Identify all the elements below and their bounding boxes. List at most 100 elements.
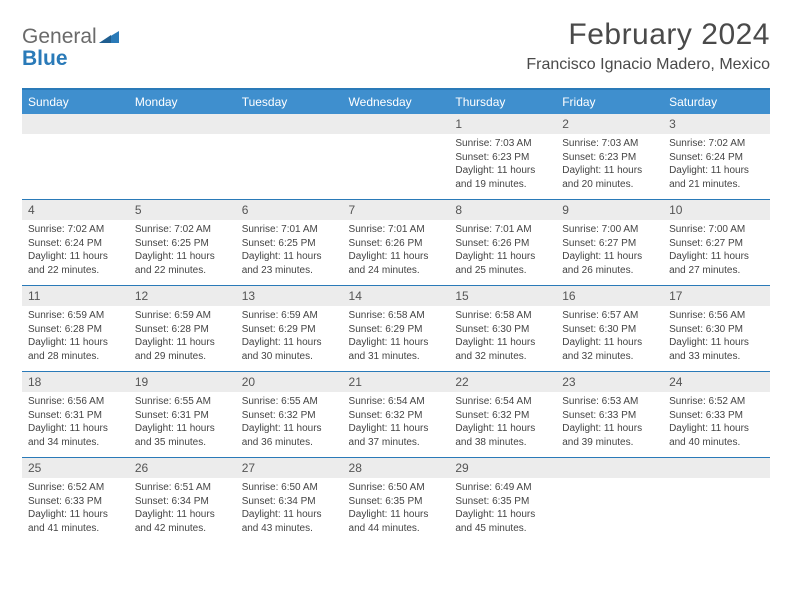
sunrise-line: Sunrise: 6:50 AM bbox=[349, 481, 444, 495]
sunrise-line: Sunrise: 6:53 AM bbox=[562, 395, 657, 409]
empty-day-cell bbox=[236, 134, 343, 200]
daylight-line: Daylight: 11 hours and 44 minutes. bbox=[349, 508, 444, 535]
sunrise-line: Sunrise: 6:57 AM bbox=[562, 309, 657, 323]
sunset-line: Sunset: 6:32 PM bbox=[242, 409, 337, 423]
sunrise-line: Sunrise: 6:49 AM bbox=[455, 481, 550, 495]
sunrise-line: Sunrise: 6:50 AM bbox=[242, 481, 337, 495]
empty-day-cell bbox=[129, 134, 236, 200]
empty-day-number-cell bbox=[236, 114, 343, 134]
weekday-header: Friday bbox=[556, 89, 663, 114]
day-cell: Sunrise: 6:50 AMSunset: 6:34 PMDaylight:… bbox=[236, 478, 343, 543]
day-body-row: Sunrise: 6:59 AMSunset: 6:28 PMDaylight:… bbox=[22, 306, 770, 372]
sunrise-line: Sunrise: 7:01 AM bbox=[349, 223, 444, 237]
daylight-line: Daylight: 11 hours and 20 minutes. bbox=[562, 164, 657, 191]
day-cell: Sunrise: 7:01 AMSunset: 6:25 PMDaylight:… bbox=[236, 220, 343, 286]
sunrise-line: Sunrise: 6:52 AM bbox=[28, 481, 123, 495]
day-cell: Sunrise: 6:50 AMSunset: 6:35 PMDaylight:… bbox=[343, 478, 450, 543]
daylight-line: Daylight: 11 hours and 29 minutes. bbox=[135, 336, 230, 363]
day-number-cell: 29 bbox=[449, 458, 556, 479]
daylight-line: Daylight: 11 hours and 45 minutes. bbox=[455, 508, 550, 535]
daylight-line: Daylight: 11 hours and 42 minutes. bbox=[135, 508, 230, 535]
sunset-line: Sunset: 6:24 PM bbox=[28, 237, 123, 251]
weekday-header: Monday bbox=[129, 89, 236, 114]
day-number-cell: 10 bbox=[663, 200, 770, 221]
sunrise-line: Sunrise: 7:02 AM bbox=[135, 223, 230, 237]
sunrise-line: Sunrise: 6:56 AM bbox=[669, 309, 764, 323]
daylight-line: Daylight: 11 hours and 38 minutes. bbox=[455, 422, 550, 449]
day-number-cell: 5 bbox=[129, 200, 236, 221]
empty-day-cell bbox=[556, 478, 663, 543]
day-number-cell: 7 bbox=[343, 200, 450, 221]
sunrise-line: Sunrise: 6:55 AM bbox=[135, 395, 230, 409]
day-cell: Sunrise: 7:03 AMSunset: 6:23 PMDaylight:… bbox=[556, 134, 663, 200]
sunset-line: Sunset: 6:35 PM bbox=[455, 495, 550, 509]
day-number-cell: 9 bbox=[556, 200, 663, 221]
empty-day-cell bbox=[22, 134, 129, 200]
daylight-line: Daylight: 11 hours and 34 minutes. bbox=[28, 422, 123, 449]
empty-day-number-cell bbox=[556, 458, 663, 479]
day-cell: Sunrise: 6:59 AMSunset: 6:28 PMDaylight:… bbox=[22, 306, 129, 372]
daylight-line: Daylight: 11 hours and 32 minutes. bbox=[455, 336, 550, 363]
day-number-cell: 2 bbox=[556, 114, 663, 134]
empty-day-number-cell bbox=[129, 114, 236, 134]
calendar-page: General Blue February 2024 Francisco Ign… bbox=[0, 0, 792, 561]
daylight-line: Daylight: 11 hours and 35 minutes. bbox=[135, 422, 230, 449]
day-cell: Sunrise: 7:02 AMSunset: 6:24 PMDaylight:… bbox=[663, 134, 770, 200]
daylight-line: Daylight: 11 hours and 43 minutes. bbox=[242, 508, 337, 535]
weekday-header: Tuesday bbox=[236, 89, 343, 114]
sunset-line: Sunset: 6:32 PM bbox=[349, 409, 444, 423]
day-cell: Sunrise: 6:59 AMSunset: 6:29 PMDaylight:… bbox=[236, 306, 343, 372]
sunrise-line: Sunrise: 7:02 AM bbox=[28, 223, 123, 237]
daylight-line: Daylight: 11 hours and 30 minutes. bbox=[242, 336, 337, 363]
logo-text-block: General Blue bbox=[22, 26, 119, 70]
sunset-line: Sunset: 6:27 PM bbox=[562, 237, 657, 251]
location-subtitle: Francisco Ignacio Madero, Mexico bbox=[526, 56, 770, 74]
day-number-cell: 24 bbox=[663, 372, 770, 393]
daylight-line: Daylight: 11 hours and 19 minutes. bbox=[455, 164, 550, 191]
day-number-cell: 8 bbox=[449, 200, 556, 221]
daylight-line: Daylight: 11 hours and 25 minutes. bbox=[455, 250, 550, 277]
daylight-line: Daylight: 11 hours and 26 minutes. bbox=[562, 250, 657, 277]
day-cell: Sunrise: 7:01 AMSunset: 6:26 PMDaylight:… bbox=[343, 220, 450, 286]
day-number-cell: 16 bbox=[556, 286, 663, 307]
day-number-cell: 26 bbox=[129, 458, 236, 479]
day-cell: Sunrise: 6:59 AMSunset: 6:28 PMDaylight:… bbox=[129, 306, 236, 372]
day-cell: Sunrise: 7:03 AMSunset: 6:23 PMDaylight:… bbox=[449, 134, 556, 200]
sunset-line: Sunset: 6:31 PM bbox=[28, 409, 123, 423]
weekday-header: Sunday bbox=[22, 89, 129, 114]
day-cell: Sunrise: 6:58 AMSunset: 6:29 PMDaylight:… bbox=[343, 306, 450, 372]
daylight-line: Daylight: 11 hours and 22 minutes. bbox=[28, 250, 123, 277]
day-number-row: 123 bbox=[22, 114, 770, 134]
sunrise-line: Sunrise: 7:02 AM bbox=[669, 137, 764, 151]
daylight-line: Daylight: 11 hours and 27 minutes. bbox=[669, 250, 764, 277]
day-cell: Sunrise: 7:00 AMSunset: 6:27 PMDaylight:… bbox=[556, 220, 663, 286]
sunrise-line: Sunrise: 7:00 AM bbox=[669, 223, 764, 237]
day-cell: Sunrise: 6:52 AMSunset: 6:33 PMDaylight:… bbox=[663, 392, 770, 458]
sunset-line: Sunset: 6:23 PM bbox=[562, 151, 657, 165]
daylight-line: Daylight: 11 hours and 28 minutes. bbox=[28, 336, 123, 363]
day-cell: Sunrise: 7:01 AMSunset: 6:26 PMDaylight:… bbox=[449, 220, 556, 286]
sunset-line: Sunset: 6:26 PM bbox=[349, 237, 444, 251]
sunrise-line: Sunrise: 6:54 AM bbox=[349, 395, 444, 409]
sunrise-line: Sunrise: 6:58 AM bbox=[349, 309, 444, 323]
day-body-row: Sunrise: 7:02 AMSunset: 6:24 PMDaylight:… bbox=[22, 220, 770, 286]
daylight-line: Daylight: 11 hours and 33 minutes. bbox=[669, 336, 764, 363]
daylight-line: Daylight: 11 hours and 31 minutes. bbox=[349, 336, 444, 363]
day-number-cell: 13 bbox=[236, 286, 343, 307]
day-number-cell: 14 bbox=[343, 286, 450, 307]
day-number-cell: 18 bbox=[22, 372, 129, 393]
day-cell: Sunrise: 6:49 AMSunset: 6:35 PMDaylight:… bbox=[449, 478, 556, 543]
sunrise-line: Sunrise: 6:59 AM bbox=[28, 309, 123, 323]
empty-day-cell bbox=[663, 478, 770, 543]
logo-triangle-icon bbox=[99, 29, 119, 48]
sunset-line: Sunset: 6:31 PM bbox=[135, 409, 230, 423]
sunset-line: Sunset: 6:25 PM bbox=[135, 237, 230, 251]
day-cell: Sunrise: 6:56 AMSunset: 6:31 PMDaylight:… bbox=[22, 392, 129, 458]
day-number-cell: 6 bbox=[236, 200, 343, 221]
daylight-line: Daylight: 11 hours and 24 minutes. bbox=[349, 250, 444, 277]
sunset-line: Sunset: 6:28 PM bbox=[28, 323, 123, 337]
calendar-body: 123Sunrise: 7:03 AMSunset: 6:23 PMDaylig… bbox=[22, 114, 770, 543]
sunrise-line: Sunrise: 6:59 AM bbox=[135, 309, 230, 323]
month-title: February 2024 bbox=[526, 18, 770, 52]
daylight-line: Daylight: 11 hours and 32 minutes. bbox=[562, 336, 657, 363]
